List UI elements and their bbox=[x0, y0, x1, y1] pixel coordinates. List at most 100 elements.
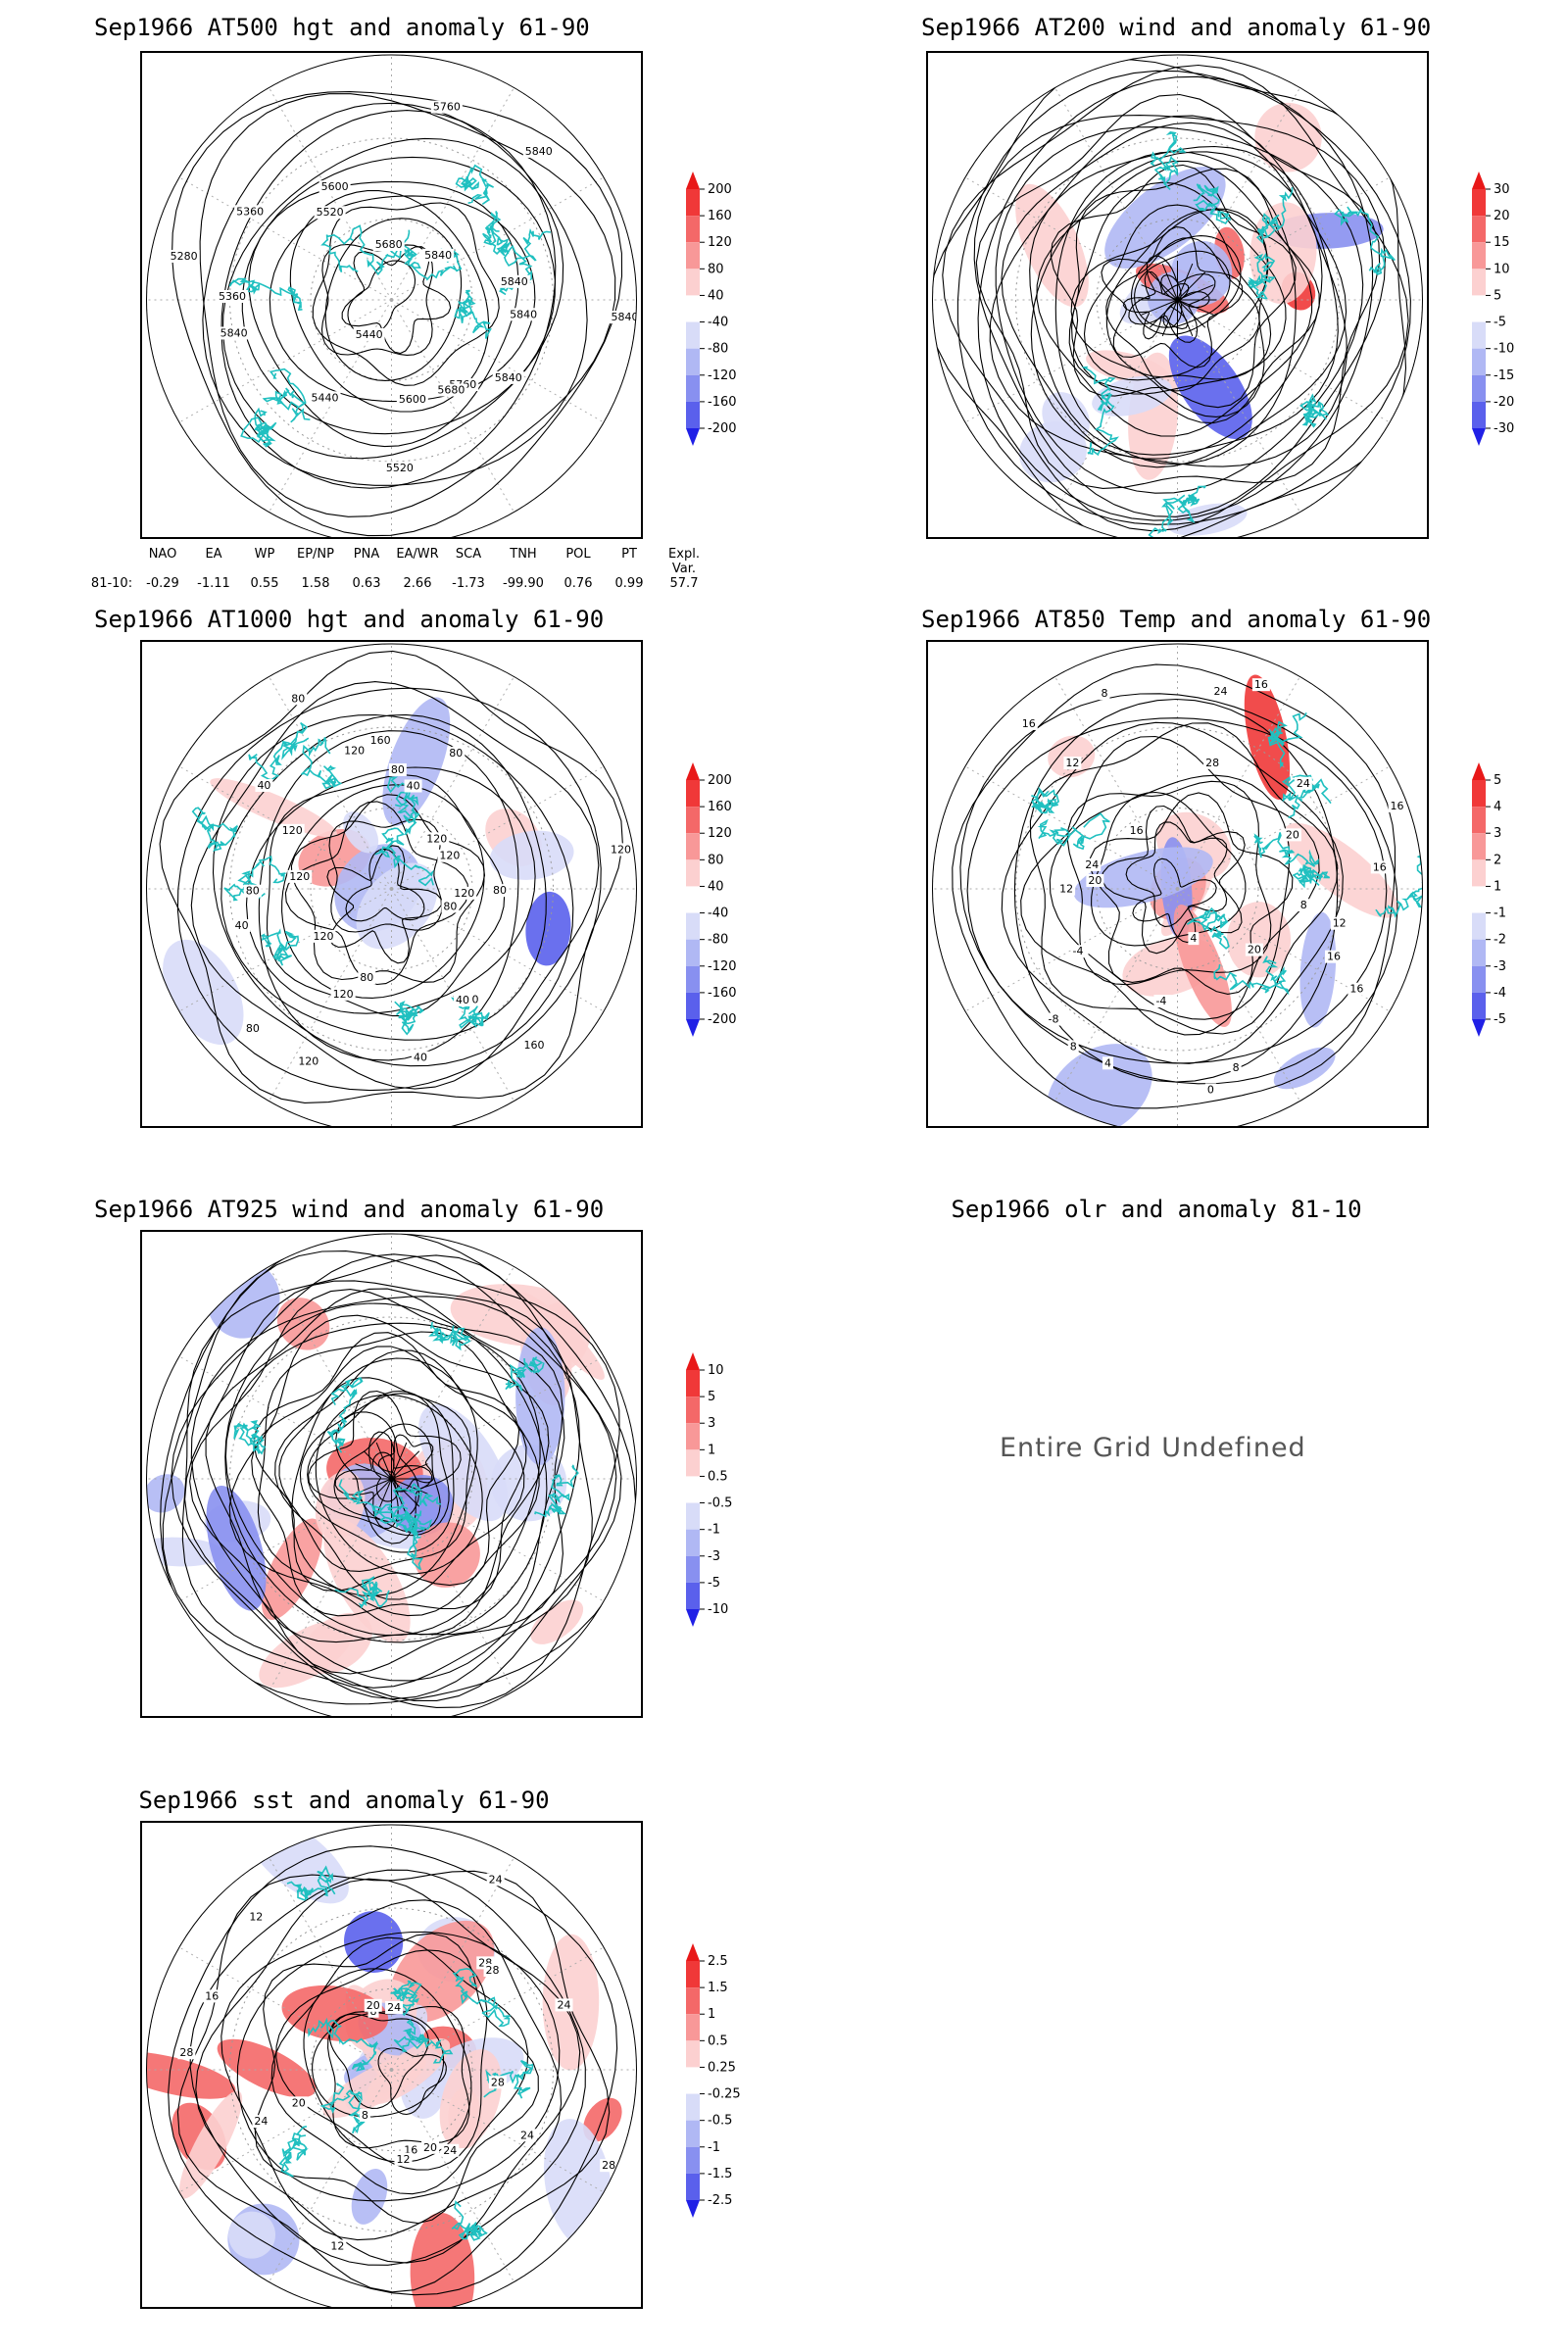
contour-label-bg bbox=[394, 2152, 413, 2166]
contour-label-bg bbox=[522, 144, 555, 158]
contour-label-bg bbox=[388, 762, 407, 776]
contour-line bbox=[171, 91, 623, 537]
graticule-circle bbox=[310, 1988, 473, 2151]
colorbar-swatch bbox=[1472, 912, 1486, 940]
contour-label-bg bbox=[1251, 678, 1270, 692]
anomaly-shading bbox=[343, 811, 379, 854]
contour-line bbox=[290, 794, 486, 983]
contour-line bbox=[281, 784, 485, 999]
contour-line bbox=[275, 1949, 488, 2171]
coastline bbox=[1375, 843, 1423, 918]
colorbar-swatch bbox=[686, 374, 700, 402]
coastline bbox=[191, 807, 239, 853]
contour-label-bg bbox=[243, 1022, 262, 1036]
contour-label-bg bbox=[1057, 882, 1076, 896]
contour-label: -8 bbox=[1049, 1012, 1059, 1025]
contour-label-bg bbox=[453, 994, 471, 1007]
contour-label: 40 bbox=[407, 780, 420, 793]
colorbar-swatch bbox=[686, 965, 700, 993]
coastline bbox=[505, 1356, 545, 1392]
colorbar-at925: 10 5 3 1 0.5 -0.5 -1 -3 -5 -10 bbox=[686, 1352, 774, 1627]
contour-label: 120 bbox=[333, 988, 354, 1001]
contour-label: 120 bbox=[282, 824, 303, 837]
streamline bbox=[377, 1434, 434, 1493]
colorbar-swatch bbox=[686, 912, 700, 940]
colorbar-tick-label: -0.25 bbox=[708, 2087, 741, 2102]
contour-label: 12 bbox=[1059, 883, 1073, 896]
contour-label: 24 bbox=[520, 2129, 534, 2141]
colorbar-swatch bbox=[1472, 401, 1486, 428]
contour-label: 5840 bbox=[495, 371, 522, 384]
contour-label: -4 bbox=[1155, 995, 1166, 1007]
graticule-meridian bbox=[391, 888, 605, 1012]
panel-title: Sep1966 AT925 wind and anomaly 61-90 bbox=[94, 1196, 605, 1223]
colorbar-swatch bbox=[1472, 216, 1486, 243]
map-panel-at1000: 1208016012040408012012080120408012012040… bbox=[140, 640, 643, 1128]
contour-label-bg bbox=[609, 311, 637, 324]
coastline bbox=[374, 827, 434, 887]
streamline bbox=[1128, 255, 1216, 343]
streamline bbox=[973, 115, 1387, 517]
contour-label-bg bbox=[452, 886, 477, 900]
contour-label: 28 bbox=[179, 2046, 193, 2059]
contour-label: 120 bbox=[289, 870, 310, 883]
colorbar-swatch bbox=[686, 833, 700, 860]
colorbar-swatch bbox=[686, 780, 700, 808]
streamline bbox=[1177, 299, 1214, 316]
colorbar-at500: 200 160 120 80 40 -40 -80 -120 -160 -200 bbox=[686, 172, 774, 446]
colorbar-cap-top bbox=[686, 1943, 700, 1961]
contour-label: 80 bbox=[246, 885, 260, 898]
contour-label-bg bbox=[1063, 757, 1082, 770]
anomaly-shading bbox=[246, 1825, 349, 1904]
coastline bbox=[308, 2017, 379, 2072]
contour-label-bg bbox=[1330, 916, 1348, 930]
coastline bbox=[455, 164, 494, 206]
colorbar-tick-label: -0.5 bbox=[708, 2114, 732, 2129]
anomaly-shading bbox=[210, 778, 337, 838]
streamline bbox=[1141, 299, 1178, 316]
contour-label: 12 bbox=[397, 2153, 411, 2166]
colorbar-swatch bbox=[686, 295, 700, 322]
teleconnection-header: EA bbox=[205, 547, 222, 562]
contour-line bbox=[347, 260, 416, 336]
colorbar-tick-label: -200 bbox=[708, 1012, 737, 1027]
contour-label: 8 bbox=[362, 2109, 368, 2122]
contour-line bbox=[324, 218, 463, 381]
streamline bbox=[1177, 263, 1194, 301]
colorbar-swatch bbox=[686, 2093, 700, 2121]
streamline bbox=[1149, 299, 1178, 328]
contour-label-bg bbox=[1070, 945, 1089, 958]
contour-label-bg bbox=[1067, 1040, 1079, 1054]
contour-label-bg bbox=[491, 884, 510, 898]
contour-line bbox=[320, 243, 434, 356]
contour-line bbox=[1013, 698, 1339, 1083]
contour-line bbox=[220, 1899, 563, 2241]
streamline bbox=[205, 1288, 565, 1643]
map-panel-at850: 16 12 16 20 8 4 0 -4 4 8 -8 -4 12 20 24 16 16 12 8 24 16 28 24… bbox=[926, 640, 1429, 1128]
streamline bbox=[391, 1450, 420, 1480]
anomaly-shading bbox=[583, 2097, 622, 2142]
contour-label-bg bbox=[1245, 943, 1263, 956]
streamline bbox=[171, 1253, 617, 1700]
colorbar-swatch bbox=[686, 2173, 700, 2200]
contour-label: 5840 bbox=[220, 326, 248, 339]
contour-label: 80 bbox=[493, 884, 507, 897]
contour-label: 16 bbox=[1391, 800, 1404, 812]
streamline bbox=[299, 1393, 455, 1553]
contour-label: 16 bbox=[1373, 860, 1387, 873]
coastline bbox=[262, 368, 311, 423]
contour-label: -4 bbox=[1073, 945, 1084, 957]
coastline bbox=[393, 2019, 454, 2064]
colorbar-swatch bbox=[1472, 295, 1486, 322]
colorbar-swatch bbox=[1472, 269, 1486, 296]
coastline bbox=[334, 1576, 390, 1609]
contour-label: 5360 bbox=[236, 205, 264, 218]
map-panel-sst: 2428242016121282024281612820242428282428 bbox=[140, 1821, 643, 2309]
colorbar-tick-label: 0.25 bbox=[708, 2060, 736, 2075]
streamline bbox=[1177, 271, 1206, 301]
contour-line bbox=[248, 180, 519, 448]
contour-label-bg bbox=[1370, 860, 1389, 874]
colorbar-tick-label: 0.5 bbox=[708, 1469, 728, 1484]
map-panel-at200 bbox=[926, 51, 1429, 539]
panel-title: Sep1966 olr and anomaly 81-10 bbox=[951, 1196, 1362, 1223]
